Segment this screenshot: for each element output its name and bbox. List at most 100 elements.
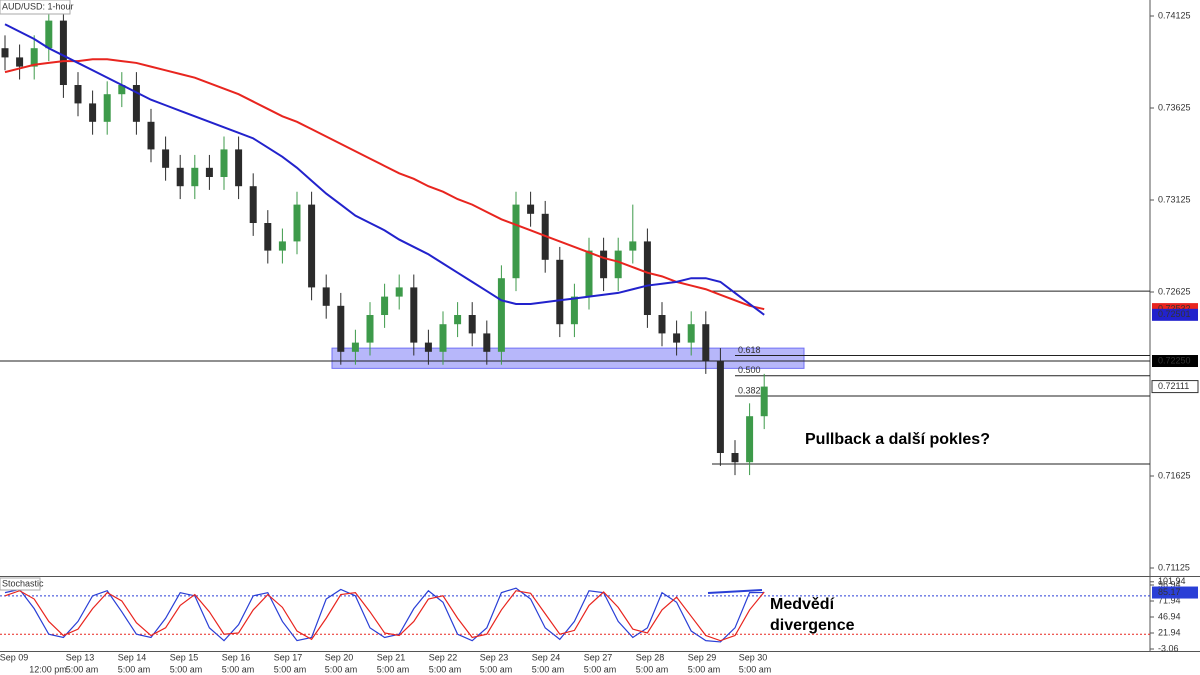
candle-body	[249, 186, 257, 224]
candle-body	[716, 361, 724, 454]
x-time-label: 5:00 am	[584, 664, 617, 674]
x-time-label: 5:00 am	[688, 664, 721, 674]
price-tag	[1152, 308, 1198, 321]
stoch-line	[4, 587, 765, 643]
candle-body	[381, 296, 389, 316]
y-tick-label: -3.06	[1158, 643, 1179, 653]
candle-body	[570, 296, 578, 325]
candle-body	[454, 315, 462, 325]
x-time-label: 5:00 am	[480, 664, 513, 674]
x-time-label: 5:00 am	[429, 664, 462, 674]
candle-body	[264, 223, 272, 251]
y-tick-label: 71.94	[1158, 595, 1181, 605]
fib-label: 0.382	[738, 385, 761, 395]
x-date-label: Sep 16	[222, 652, 251, 662]
stoch-line	[4, 590, 765, 642]
x-date-label: Sep 29	[688, 652, 717, 662]
candle-body	[629, 241, 637, 251]
x-date-label: Sep 30	[739, 652, 768, 662]
chart-title: AUD/USD: 1-hour	[2, 1, 74, 11]
candle-body	[468, 315, 476, 334]
candle-body	[132, 85, 140, 122]
x-date-label: Sep 15	[170, 652, 199, 662]
candle-body	[410, 287, 418, 343]
candle-body	[351, 342, 359, 352]
candle-body	[483, 333, 491, 352]
candle-body	[308, 204, 316, 288]
candle-body	[673, 333, 681, 343]
price-tag	[1152, 355, 1198, 368]
candle-body	[74, 85, 82, 104]
x-date-label: Sep 17	[274, 652, 303, 662]
candle-body	[614, 250, 622, 279]
x-date-label: Sep 21	[377, 652, 406, 662]
price-tag-label: 0.72250	[1158, 355, 1191, 365]
x-time-label: 5:00 am	[377, 664, 410, 674]
x-date-label: Sep 09	[0, 652, 28, 662]
annotation: divergence	[770, 617, 855, 634]
x-date-label: Sep 13	[66, 652, 95, 662]
candle-body	[395, 287, 403, 297]
x-date-label: Sep 14	[118, 652, 147, 662]
candle-body	[746, 416, 754, 463]
y-tick-label: 46.94	[1158, 611, 1181, 621]
x-date-label: Sep 28	[636, 652, 665, 662]
x-time-label: 12:00 pm	[29, 664, 67, 674]
candle-body	[191, 167, 199, 187]
candle-body	[45, 20, 53, 49]
support-zone	[331, 347, 805, 369]
candle-body	[235, 149, 243, 187]
y-tick-label: 101.94	[1158, 576, 1186, 586]
candle-body	[103, 94, 111, 122]
candle-body	[556, 259, 564, 325]
candle-body	[205, 167, 213, 178]
candle-body	[176, 167, 184, 187]
x-date-label: Sep 23	[480, 652, 509, 662]
y-tick-label: 0.74125	[1158, 10, 1191, 20]
y-tick-label: 21.94	[1158, 627, 1181, 637]
price-tag-label: 0.72501	[1158, 309, 1191, 319]
candle-body	[322, 287, 330, 306]
candle-body	[89, 103, 97, 122]
candle-body	[162, 149, 170, 168]
candle-body	[59, 20, 67, 86]
candle-body	[337, 305, 345, 352]
candle-body	[424, 342, 432, 352]
x-time-label: 5:00 am	[325, 664, 358, 674]
candle-body	[760, 386, 768, 417]
x-time-label: 5:00 am	[532, 664, 565, 674]
candle-body	[512, 204, 520, 279]
y-tick-label: 0.73625	[1158, 102, 1191, 112]
candle-body	[278, 241, 286, 251]
price-tag-label: 85.17	[1158, 587, 1181, 597]
price-tag	[1151, 380, 1199, 394]
price-tag-label: 0.72111	[1158, 381, 1189, 391]
fib-label: 0.618	[738, 345, 761, 355]
price-tag-label: 0.72532	[1158, 303, 1191, 313]
title-box	[0, 577, 41, 591]
candle-body	[439, 324, 447, 352]
y-tick-label: 0.72625	[1158, 286, 1191, 296]
candle-body	[585, 250, 593, 297]
candle-body	[293, 204, 301, 242]
x-time-label: 5:00 am	[170, 664, 203, 674]
candle-body	[1, 48, 9, 58]
x-date-label: Sep 20	[325, 652, 354, 662]
moving-average	[4, 23, 765, 316]
x-time-label: 5:00 am	[118, 664, 151, 674]
price-tag	[1152, 586, 1198, 599]
panel-title: Stochastic	[2, 578, 44, 588]
x-time-label: 5:00 am	[66, 664, 99, 674]
x-time-label: 5:00 am	[274, 664, 307, 674]
x-date-label: Sep 24	[532, 652, 561, 662]
candle-body	[600, 250, 608, 279]
moving-average	[4, 58, 765, 311]
divergence-line	[707, 589, 763, 594]
title-box	[0, 0, 71, 15]
x-time-label: 5:00 am	[222, 664, 255, 674]
candle-body	[658, 315, 666, 334]
candle-body	[220, 149, 228, 178]
candle-body	[702, 324, 710, 362]
x-date-label: Sep 22	[429, 652, 458, 662]
